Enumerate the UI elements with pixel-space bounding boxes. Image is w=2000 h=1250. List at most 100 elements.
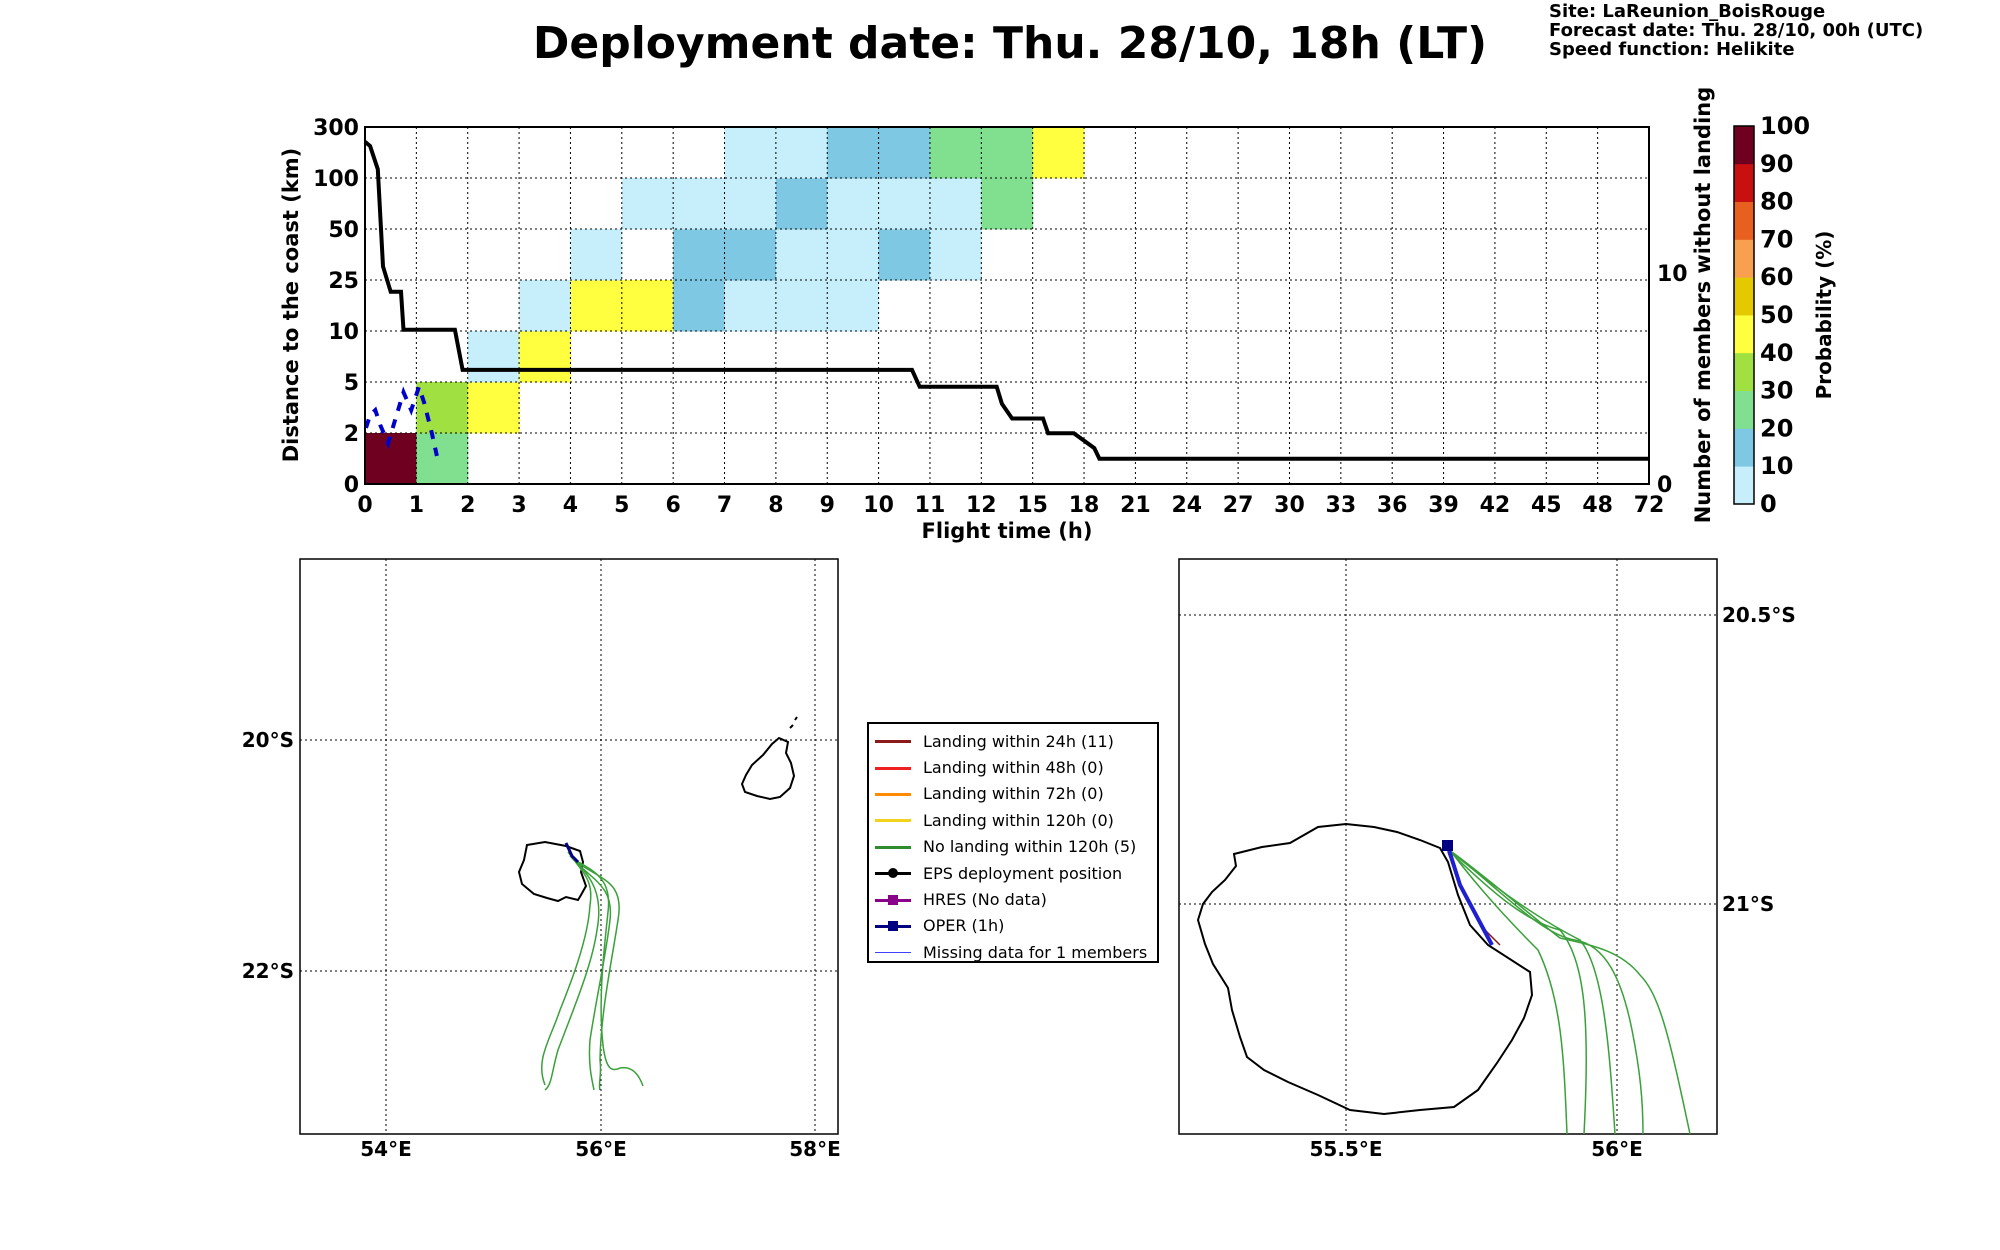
x-tick-label: 72	[1634, 493, 1665, 518]
x-tick-label: 5	[614, 493, 629, 518]
latitude-label: 20°S	[242, 728, 294, 752]
speed-function-label: Speed function: Helikite	[1549, 39, 1795, 60]
legend-swatch-icon	[873, 734, 913, 748]
small-islands	[789, 716, 798, 729]
legend-entry: Missing data for 1 members	[873, 939, 1157, 965]
zoomed-trajectory-map: 55.5°E 56°E 20.5°S 21°S	[1178, 558, 1796, 1161]
heatmap-cell	[775, 229, 828, 281]
map-left-deployment-track	[564, 842, 580, 864]
x-tick-label: 36	[1377, 493, 1408, 518]
y-tick-label: 10	[328, 320, 359, 345]
longitude-label: 58°E	[789, 1137, 841, 1161]
x-tick-label: 4	[563, 493, 578, 518]
legend-swatch-icon	[873, 840, 913, 854]
probability-heatmap: 0 1 2 3 4 5 6 7 8 9 10 11 12 15 18 21 24 27 30 33 36 39 42 45 48…	[279, 87, 1715, 543]
colorbar-tick-label: 10	[1760, 452, 1793, 480]
colorbar-tick-label: 70	[1760, 225, 1793, 253]
heatmap-cell	[929, 178, 982, 230]
heatmap-cell	[827, 178, 880, 230]
forecast-date-label: Forecast date: Thu. 28/10, 00h (UTC)	[1549, 20, 1924, 41]
colorbar-block	[1734, 466, 1754, 505]
heatmap-cell	[621, 178, 674, 230]
heatmap-cell	[775, 178, 828, 230]
heatmap-cell	[673, 280, 726, 332]
map-right-oper-track	[1446, 846, 1494, 946]
colorbar-block	[1734, 390, 1754, 429]
heatmap-cell	[416, 382, 469, 434]
site-label: Site: LaReunion_BoisRouge	[1549, 1, 1826, 22]
legend-swatch-icon	[873, 813, 913, 827]
x-tick-label: 6	[666, 493, 681, 518]
colorbar-tick-label: 60	[1760, 263, 1793, 291]
legend-label: EPS deployment position	[923, 863, 1123, 883]
legend-label: Landing within 72h (0)	[923, 784, 1104, 804]
x-tick-label: 9	[820, 493, 835, 518]
x-tick-label: 30	[1274, 493, 1305, 518]
legend-label: No landing within 120h (5)	[923, 837, 1137, 857]
x-tick-label: 45	[1531, 493, 1562, 518]
colorbar-tick-label: 0	[1760, 490, 1777, 518]
heatmap-cell	[570, 280, 623, 332]
heatmap-cell	[981, 178, 1034, 230]
colorbar-blocks	[1734, 126, 1754, 505]
x-tick-label: 18	[1069, 493, 1100, 518]
legend-label: OPER (1h)	[923, 916, 1005, 936]
legend-entry: OPER (1h)	[873, 913, 1157, 939]
map-left-gridlines	[300, 559, 838, 1134]
figure-title: Deployment date: Thu. 28/10, 18h (LT)	[532, 18, 1488, 69]
legend-entry: Landing within 48h (0)	[873, 754, 1157, 780]
legend-entry: Landing within 72h (0)	[873, 781, 1157, 807]
heatmap-cell	[878, 178, 931, 230]
oper-distance-line	[364, 380, 439, 457]
heatmap-cell	[981, 127, 1034, 179]
heatmap-cell	[827, 280, 880, 332]
colorbar-tick-label: 100	[1760, 112, 1810, 140]
legend-label: HRES (No data)	[923, 890, 1047, 910]
map-right-trajectories	[1449, 849, 1691, 1135]
heatmap-cell	[519, 280, 571, 332]
colorbar-tick-label: 90	[1760, 150, 1793, 178]
x-tick-label: 39	[1428, 493, 1459, 518]
mauritius-coastline	[740, 736, 796, 801]
x-tick-label: 10	[863, 493, 894, 518]
x-tick-label: 8	[768, 493, 783, 518]
colorbar-frame	[1733, 125, 1755, 505]
legend-entry: EPS deployment position	[873, 860, 1157, 886]
legend-swatch-icon	[873, 945, 913, 959]
probability-colorbar: 0 10 20 30 40 50 60 70 80 90 100 Probability (%)	[1733, 112, 1836, 518]
colorbar-tick-label: 30	[1760, 377, 1793, 405]
map-right-gridlines	[1179, 559, 1717, 1134]
heatmap-cell	[416, 433, 469, 485]
x-tick-labels: 0 1 2 3 4 5 6 7 8 9 10 11 12 15 18 21 24 27 30 33 36 39 42 45 48…	[357, 493, 1664, 518]
x-tick-label: 12	[966, 493, 997, 518]
regional-trajectory-map: 54°E 56°E 58°E 20°S 22°S	[242, 558, 841, 1161]
y2-tick-label: 10	[1657, 262, 1688, 287]
x-axis-label: Flight time (h)	[922, 519, 1093, 543]
colorbar-block	[1734, 201, 1754, 240]
latitude-label: 21°S	[1722, 892, 1774, 916]
legend-label: Landing within 24h (11)	[923, 731, 1114, 751]
x-tick-label: 33	[1326, 493, 1357, 518]
heatmap-cell	[1032, 127, 1085, 179]
legend-swatch-icon	[873, 919, 913, 933]
heatmap-cell	[878, 229, 931, 281]
heatmap-cell	[775, 127, 828, 179]
heatmap-cell	[724, 178, 777, 230]
legend-swatch-icon	[873, 866, 913, 880]
y-tick-label: 5	[344, 371, 359, 396]
longitude-label: 54°E	[360, 1137, 412, 1161]
legend-entry: Landing within 120h (0)	[873, 807, 1157, 833]
colorbar-tick-label: 50	[1760, 301, 1793, 329]
heatmap-cell	[724, 127, 777, 179]
colorbar-block	[1734, 315, 1754, 354]
reunion-coastline-small	[517, 840, 588, 903]
heatmap-cell	[827, 127, 880, 179]
map-right-latitude-labels: 20.5°S 21°S	[1722, 603, 1796, 916]
legend-swatch-icon	[873, 893, 913, 907]
y2-tick-labels: 0 10	[1657, 262, 1688, 498]
heatmap-cell	[621, 280, 674, 332]
legend-label: Landing within 48h (0)	[923, 758, 1104, 778]
x-tick-label: 21	[1120, 493, 1151, 518]
